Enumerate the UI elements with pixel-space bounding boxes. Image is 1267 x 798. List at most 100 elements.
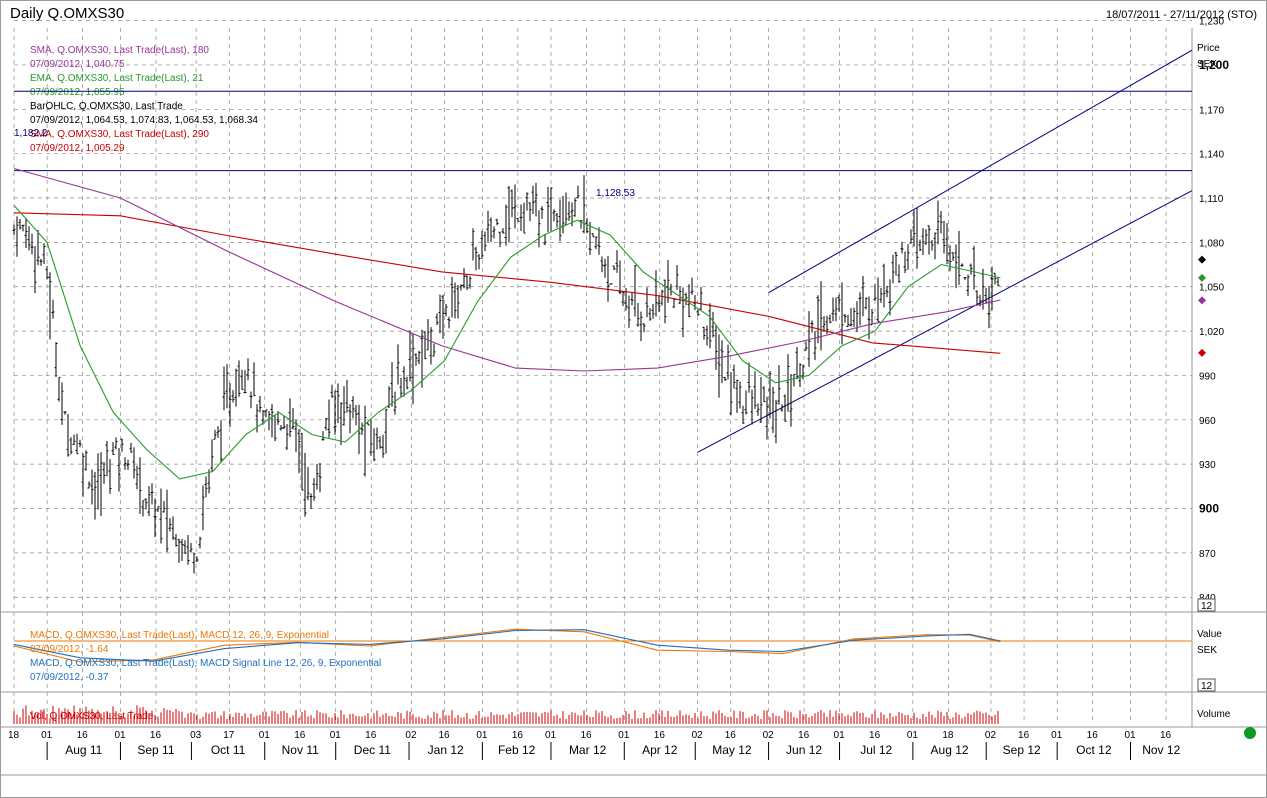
macd-signal-label: MACD, Q.OMXS30, Last Trade(Last), MACD S… bbox=[30, 658, 381, 669]
macd-unit-sek: SEK bbox=[1197, 645, 1217, 656]
x-tick-label: 02 bbox=[692, 730, 704, 741]
y-tick-label: 1,200 bbox=[1199, 58, 1229, 72]
x-tick-label: 01 bbox=[1051, 730, 1063, 741]
x-month-label: Oct 12 bbox=[1076, 743, 1112, 757]
hline-lower-label: 1,128.53 bbox=[596, 188, 635, 199]
x-tick-label: 16 bbox=[869, 730, 881, 741]
macd-panel bbox=[13, 628, 1192, 663]
x-month-label: Jan 12 bbox=[428, 743, 464, 757]
x-month-label: Sep 12 bbox=[1003, 743, 1041, 757]
x-tick-label: 02 bbox=[985, 730, 997, 741]
legend-sma180-value: 07/09/2012, 1,040.75 bbox=[30, 59, 125, 70]
panel-dividers bbox=[0, 28, 1267, 776]
legend-sma290-value: 07/09/2012, 1,005.29 bbox=[30, 143, 125, 154]
x-tick-label: 01 bbox=[907, 730, 919, 741]
x-tick-label: 01 bbox=[330, 730, 342, 741]
x-tick-label: 01 bbox=[259, 730, 271, 741]
status-indicator[interactable] bbox=[1244, 727, 1256, 739]
x-month-label: Aug 12 bbox=[931, 743, 969, 757]
volume-bars bbox=[13, 705, 999, 724]
x-tick-label: 16 bbox=[1087, 730, 1099, 741]
y-tick-label: 1,140 bbox=[1199, 150, 1224, 161]
x-axis: 18 01 16 01 16 03 17 01 16 01 16 02 16 01 16 01 16 01 16 02… bbox=[8, 730, 1181, 760]
x-month-label: Nov 12 bbox=[1142, 743, 1180, 757]
macd-panel-badge-label: 12 bbox=[1201, 681, 1213, 692]
macd-signal-value: 07/09/2012, -0.37 bbox=[30, 672, 109, 683]
x-tick-label: 16 bbox=[654, 730, 666, 741]
x-month-label: Oct 11 bbox=[211, 743, 246, 757]
x-tick-label: 01 bbox=[41, 730, 53, 741]
x-tick-label: 16 bbox=[150, 730, 162, 741]
x-tick-label: 17 bbox=[223, 730, 235, 741]
macd-unit-value: Value bbox=[1197, 629, 1222, 640]
x-tick-label: 18 bbox=[942, 730, 954, 741]
price-panel-badge-label: 12 bbox=[1201, 601, 1213, 612]
macd-signal-line bbox=[13, 629, 1001, 662]
price-panel-badge[interactable] bbox=[1197, 598, 1216, 612]
x-tick-label: 16 bbox=[798, 730, 810, 741]
y-tick-label: 1,110 bbox=[1199, 194, 1224, 205]
legend-bar-value: 07/09/2012, 1,064.53, 1,074.83, 1,064.53… bbox=[30, 115, 258, 126]
last-value-marker bbox=[1198, 255, 1206, 264]
hline-upper-label: 1,182.2 bbox=[14, 128, 48, 139]
x-tick-label: 16 bbox=[580, 730, 592, 741]
sma290-line bbox=[13, 212, 1001, 354]
volume-label: Vol, Q.OMXS30, Last Trade bbox=[30, 711, 154, 722]
x-tick-label: 16 bbox=[1018, 730, 1030, 741]
y-tick-label: 960 bbox=[1199, 416, 1216, 427]
legend-sma290-label: SMA, Q.OMXS30, Last Trade(Last), 290 bbox=[30, 129, 209, 140]
x-tick-label: 16 bbox=[1160, 730, 1172, 741]
y-axis: 8408709009309609901,0201,0501,0801,1101,… bbox=[1199, 17, 1229, 605]
date-range: 18/07/2011 - 27/11/2012 (STO) bbox=[1105, 9, 1257, 21]
last-value-marker bbox=[1198, 348, 1206, 357]
x-tick-label: 16 bbox=[439, 730, 451, 741]
x-month-label: Mar 12 bbox=[569, 743, 607, 757]
x-tick-label: 02 bbox=[405, 730, 417, 741]
x-tick-label: 01 bbox=[618, 730, 630, 741]
channel-lower-line bbox=[697, 190, 1193, 453]
x-tick-label: 01 bbox=[114, 730, 126, 741]
y-tick-label: 1,080 bbox=[1199, 238, 1224, 249]
y-tick-label: 990 bbox=[1199, 371, 1216, 382]
last-value-marker bbox=[1198, 296, 1206, 305]
x-month-label: Apr 12 bbox=[642, 743, 678, 757]
legend-bar-label: BarOHLC, Q.OMXS30, Last Trade bbox=[30, 101, 183, 112]
price-panel bbox=[12, 49, 1206, 574]
x-month-label: Jul 12 bbox=[860, 743, 892, 757]
macd-value: 07/09/2012, -1.64 bbox=[30, 644, 109, 655]
y-tick-label: 1,020 bbox=[1199, 327, 1224, 338]
macd-label: MACD, Q.OMXS30, Last Trade(Last), MACD 1… bbox=[30, 630, 329, 641]
macd-panel-badge[interactable] bbox=[1197, 678, 1216, 692]
legend-ema21-value: 07/09/2012, 1,055.95 bbox=[30, 87, 125, 98]
y-tick-label: 1,230 bbox=[1199, 17, 1224, 28]
x-tick-label: 01 bbox=[545, 730, 557, 741]
grid bbox=[13, 20, 1192, 724]
channel-upper-line bbox=[768, 49, 1193, 294]
x-tick-label: 02 bbox=[763, 730, 775, 741]
y-unit-price: Price bbox=[1197, 43, 1220, 54]
y-tick-label: 930 bbox=[1199, 460, 1216, 471]
x-tick-label: 16 bbox=[725, 730, 737, 741]
last-value-marker bbox=[1198, 273, 1206, 282]
x-month-label: Sep 11 bbox=[137, 743, 174, 757]
x-tick-label: 16 bbox=[77, 730, 89, 741]
volume-unit-label: Volume bbox=[1197, 709, 1231, 720]
x-month-label: Feb 12 bbox=[498, 743, 536, 757]
x-tick-label: 18 bbox=[8, 730, 20, 741]
x-tick-label: 16 bbox=[512, 730, 524, 741]
legend-ema21-label: EMA, Q.OMXS30, Last Trade(Last), 21 bbox=[30, 73, 204, 84]
y-unit-sek: SEK bbox=[1197, 59, 1217, 70]
x-tick-label: 16 bbox=[365, 730, 377, 741]
x-month-label: Aug 11 bbox=[65, 743, 102, 757]
x-month-label: Jun 12 bbox=[786, 743, 822, 757]
legend-sma180-label: SMA, Q.OMXS30, Last Trade(Last), 180 bbox=[30, 45, 209, 56]
chart-title: Daily Q.OMXS30 bbox=[10, 5, 125, 22]
x-tick-label: 01 bbox=[834, 730, 846, 741]
ema21-line bbox=[13, 205, 1001, 480]
x-tick-label: 01 bbox=[1124, 730, 1136, 741]
sma180-line bbox=[13, 167, 1001, 372]
x-tick-label: 03 bbox=[190, 730, 202, 741]
x-month-label: Nov 11 bbox=[282, 743, 319, 757]
y-tick-label: 1,050 bbox=[1199, 283, 1224, 294]
